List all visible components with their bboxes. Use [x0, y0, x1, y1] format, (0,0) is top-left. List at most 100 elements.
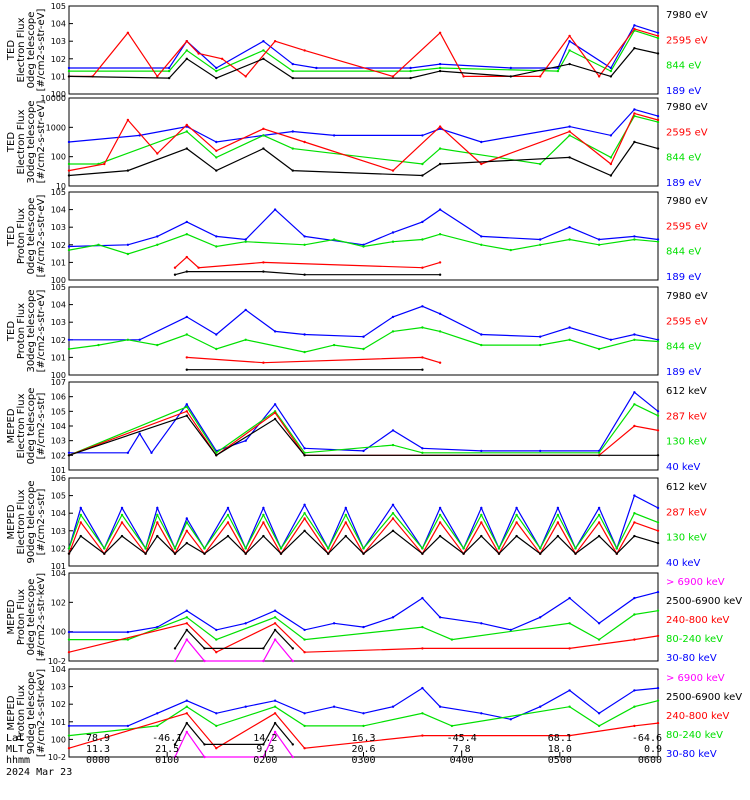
data-point	[633, 705, 636, 708]
data-point	[203, 547, 206, 550]
data-point	[173, 547, 177, 550]
data-point	[273, 616, 277, 619]
y-tick-label: 101	[51, 466, 66, 475]
data-point	[156, 343, 159, 347]
data-point	[67, 630, 71, 634]
data-point	[156, 243, 159, 246]
data-point	[79, 534, 83, 538]
data-point	[262, 521, 265, 524]
y-tick-label: 102	[51, 451, 66, 460]
footer-label-mlt: MLT	[6, 744, 24, 755]
y-axis-label-line: [#/cm2-s-str-eV]	[36, 9, 47, 92]
y-axis-label-line: Electron Flux	[16, 109, 27, 174]
footer-mlt-value: 20.6	[351, 744, 375, 755]
data-point	[262, 270, 265, 273]
data-point	[656, 634, 660, 638]
panel-frame	[68, 5, 659, 95]
data-point	[568, 40, 571, 43]
panel-1: 10 100 1000 10000 TED Electron Flux 30deg tele…	[6, 94, 708, 191]
series-line	[69, 28, 659, 78]
data-point	[67, 169, 71, 172]
data-point	[244, 547, 247, 550]
data-point	[244, 338, 247, 341]
data-point	[633, 613, 636, 616]
data-point	[480, 506, 483, 510]
data-point	[156, 724, 159, 728]
y-tick-label: 102	[51, 336, 66, 345]
data-point	[656, 114, 660, 118]
y-axis-label-line: 0deg telescope	[26, 388, 37, 465]
data-point	[185, 123, 188, 127]
data-point	[633, 424, 636, 428]
data-point	[197, 52, 200, 55]
y-axis-label-line: 90deg telescope	[26, 480, 37, 563]
footer-hhmm-value: 0600	[638, 755, 662, 766]
data-point	[391, 616, 395, 619]
footer-lat-value: 16.3	[351, 733, 375, 744]
data-point	[633, 689, 636, 692]
data-point	[97, 343, 100, 347]
legend-entry: 189 eV	[666, 272, 701, 283]
y-axis-label-line: Proton Flux	[16, 589, 27, 645]
series-line	[68, 414, 658, 457]
data-point	[568, 62, 571, 66]
series-line	[68, 403, 659, 456]
data-point	[633, 338, 636, 341]
data-point	[67, 734, 71, 737]
data-point	[391, 705, 395, 708]
data-point	[438, 62, 442, 66]
data-point	[633, 238, 636, 241]
data-point	[67, 75, 71, 78]
data-point	[568, 338, 571, 341]
data-point	[185, 333, 188, 336]
legend-entry: 287 keV	[666, 411, 707, 422]
data-point	[303, 651, 306, 654]
y-tick-label: 105	[51, 188, 66, 197]
footer-hhmm-value: 0100	[155, 755, 179, 766]
data-point	[615, 547, 618, 550]
data-point	[303, 712, 306, 715]
y-axis-label-line: Proton Flux	[16, 208, 27, 264]
data-point	[173, 647, 177, 650]
data-point	[226, 521, 230, 524]
data-point	[539, 552, 542, 555]
data-point	[203, 647, 206, 650]
footer-lat-value: -45.4	[447, 733, 477, 744]
data-point	[226, 506, 230, 510]
data-point	[609, 75, 613, 78]
data-point	[597, 638, 601, 641]
legend-entry: 240-800 keV	[666, 711, 730, 722]
data-point	[303, 49, 306, 52]
data-point	[438, 521, 442, 524]
data-point	[185, 220, 188, 224]
panel-2: 100 101 102 103 104 105 TED Proton Flux 0deg tel…	[6, 188, 708, 285]
y-axis-label-line: [#/cm2-s-str-eV]	[36, 290, 47, 373]
data-point	[226, 513, 230, 517]
y-axis-label-line: 0deg telescope	[26, 12, 37, 89]
footer-mlt-value: 0.9	[644, 744, 662, 755]
footer-lat-value: 68.1	[548, 733, 572, 744]
y-tick-label: 104	[51, 509, 66, 518]
data-point	[438, 705, 442, 708]
data-point	[315, 66, 318, 70]
data-point	[103, 547, 106, 550]
legend-entry: 844 eV	[666, 61, 701, 72]
data-point	[79, 506, 83, 510]
y-axis-label-line: [#/cm2-s-str-eV]	[36, 195, 47, 278]
legend-entry: 7980 eV	[666, 102, 708, 113]
data-point	[421, 686, 424, 690]
data-point	[215, 69, 218, 73]
data-point	[656, 414, 660, 417]
data-point	[167, 66, 171, 70]
data-point	[556, 66, 560, 70]
data-point	[421, 596, 424, 600]
data-point	[480, 235, 483, 238]
data-point	[185, 315, 188, 319]
data-point	[185, 147, 188, 150]
footer-lat-value: 14.2	[253, 733, 277, 744]
data-point	[421, 134, 424, 137]
data-point	[633, 24, 636, 27]
data-point	[574, 552, 577, 555]
data-point	[633, 391, 636, 394]
